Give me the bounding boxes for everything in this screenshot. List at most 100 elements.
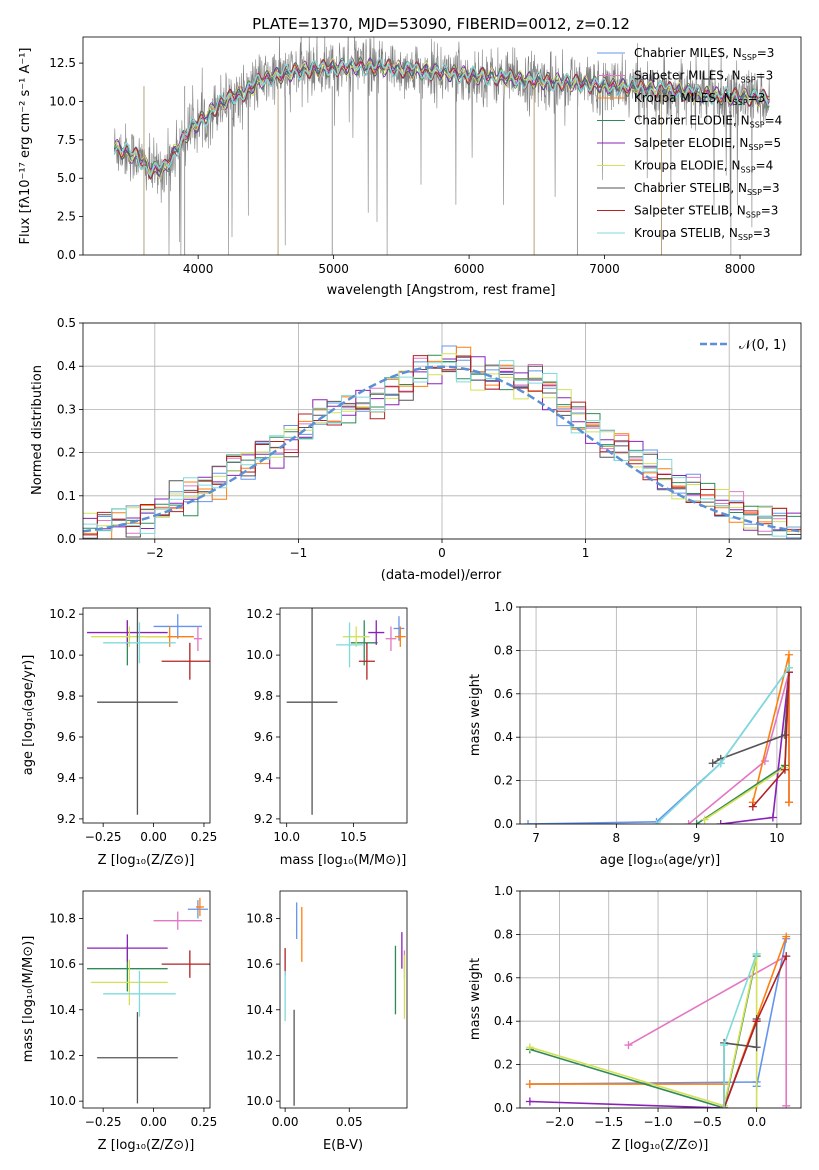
legend-label: Kroupa MILES, NSSP=3 xyxy=(634,91,765,107)
mass-weight-marker xyxy=(716,759,725,768)
x-tick-label: 0.25 xyxy=(191,1115,218,1129)
mass-weight-line-chabrier-miles xyxy=(527,665,790,824)
mass-weight-marker xyxy=(752,949,761,958)
axes-frame xyxy=(519,890,802,1109)
errorbar-salpeter-stelib xyxy=(358,642,375,680)
y-tick-label: 10.0 xyxy=(49,1094,76,1108)
mass-weight-marker xyxy=(720,1104,729,1108)
mass-weight-marker xyxy=(720,1041,729,1050)
axes-frame xyxy=(279,607,408,824)
errorbar-salpeter-stelib xyxy=(161,950,210,978)
legend-label: Salpeter ELODIE, NSSP=5 xyxy=(634,136,781,152)
y-tick-label: 0.0 xyxy=(57,532,76,546)
legend-label: Kroupa STELIB, NSSP=3 xyxy=(634,226,771,242)
y-tick-label: 10.0 xyxy=(49,94,76,108)
model-spectrum-kroupa-stelib xyxy=(113,57,770,176)
legend-value: =3 xyxy=(761,204,779,218)
legend-value: =3 xyxy=(762,181,780,195)
mass-weight-marker xyxy=(780,765,789,774)
mass-weight-marker xyxy=(525,1043,534,1052)
mass-weight-line-chabrier-elodie xyxy=(529,955,758,1108)
mass-weight-line-kroupa-elodie xyxy=(704,667,790,821)
legend-label: Chabrier MILES, NSSP=3 xyxy=(634,46,774,62)
errorbar-kroupa-elodie xyxy=(91,626,168,647)
mass-weight-marker xyxy=(525,1080,534,1089)
y-tick-label: 0.1 xyxy=(57,489,76,503)
spectrum-ylabel: Flux [fλ10⁻¹⁷ erg cm⁻² s⁻¹ A⁻¹] xyxy=(18,48,33,245)
mass-weight-line-kroupa-miles xyxy=(752,654,790,803)
age-vs-Z-xlabel: Z [log₁₀(Z/Z⊙)] xyxy=(98,853,195,868)
y-tick-label: 0.5 xyxy=(57,316,76,330)
age-vs-mass-xlabel: mass [log₁₀(M/M⊙)] xyxy=(280,853,407,868)
legend-subscript: SSP xyxy=(741,76,756,85)
x-tick-label: 10.0 xyxy=(273,830,300,844)
mass-weight-marker xyxy=(780,731,789,740)
y-tick-label: 10.8 xyxy=(246,911,273,925)
legend-subscript: SSP xyxy=(738,233,753,242)
y-tick-label: 7.5 xyxy=(57,133,76,147)
y-tick-label: 0.4 xyxy=(494,730,513,744)
y-tick-label: 0.6 xyxy=(494,687,513,701)
plot-area xyxy=(83,345,801,539)
mw-Z-ylabel: mass weight xyxy=(468,958,483,1040)
errorbar-salpeter-elodie xyxy=(87,620,168,645)
errorbar-kroupa-stelib xyxy=(336,622,363,668)
mass-weight-marker xyxy=(752,1017,761,1026)
x-tick-label: −0.25 xyxy=(85,830,122,844)
x-tick-label: 6000 xyxy=(454,262,485,276)
legend-value: =3 xyxy=(756,69,774,83)
mass-weight-marker xyxy=(748,802,757,811)
mass-weight-marker xyxy=(782,1101,791,1108)
axes-frame xyxy=(519,606,802,825)
mass-weight-marker xyxy=(768,813,777,822)
errorbar-chabrier-miles xyxy=(187,900,208,919)
mass-weight-marker xyxy=(784,650,793,659)
errorbar-salpeter-elodie xyxy=(368,620,385,645)
x-tick-label: −0.5 xyxy=(693,1115,722,1129)
errorbar-chabrier-stelib xyxy=(97,608,178,815)
x-tick-label: 0.00 xyxy=(140,830,167,844)
x-tick-label: 0.25 xyxy=(191,830,218,844)
legend-label: Salpeter STELIB, NSSP=3 xyxy=(634,204,778,220)
y-tick-label: 0.6 xyxy=(494,971,513,985)
mass-weight-marker xyxy=(752,1104,761,1108)
plot-area xyxy=(284,902,406,1106)
x-tick-label: 1 xyxy=(582,546,590,560)
spectrum-panel: PLATE=1370, MJD=53090, FIBERID=0012, z=0… xyxy=(18,15,802,298)
y-tick-label: 10.2 xyxy=(49,1048,76,1062)
y-tick-label: 10.4 xyxy=(49,1003,76,1017)
axes-frame xyxy=(82,322,802,540)
legend-value: =3 xyxy=(753,226,771,240)
model-spectrum-chabrier-stelib xyxy=(113,56,770,180)
mass-vs-Z-ylabel: mass [log₁₀(M/M⊙)] xyxy=(21,936,36,1063)
errorbar-salpeter-stelib xyxy=(161,642,210,680)
y-tick-label: 9.2 xyxy=(57,812,76,826)
x-tick-label: −1 xyxy=(290,546,308,560)
age-vs-mass-panel: mass [log₁₀(M/M⊙)] 10.0 10.5 9.2 9.4 9.6 9.8 1… xyxy=(246,607,408,868)
figure-title: PLATE=1370, MJD=53090, FIBERID=0012, z=0… xyxy=(252,15,630,33)
mw-age-ylabel: mass weight xyxy=(468,674,483,756)
errorbar-kroupa-elodie xyxy=(342,626,370,647)
errorbar-salpeter-elodie xyxy=(87,934,168,962)
mass-weight-marker xyxy=(700,815,709,824)
histogram-kroupa-elodie xyxy=(83,353,801,535)
age-vs-metallicity-panel: Z [log₁₀(Z/Z⊙)] age [log₁₀(age/yr)] −0.2… xyxy=(21,607,218,868)
y-tick-label: 9.8 xyxy=(57,689,76,703)
errorbar-salpeter-miles xyxy=(385,626,397,651)
x-tick-label: 8 xyxy=(613,831,621,845)
plot-area xyxy=(87,897,210,1104)
errorbar-kroupa-elodie xyxy=(91,959,168,1006)
errorbar-kroupa-miles xyxy=(394,626,406,647)
legend-subscript: SSP xyxy=(742,53,757,62)
histogram-salpeter-stelib xyxy=(83,355,801,536)
x-tick-label: −2.0 xyxy=(545,1115,574,1129)
legend-value: =4 xyxy=(765,114,783,128)
legend-subscript: SSP xyxy=(746,211,761,220)
y-tick-label: 1.0 xyxy=(494,884,513,898)
residuals-ylabel: Normed distribution xyxy=(30,365,45,495)
x-tick-label: 4000 xyxy=(183,262,214,276)
axes-frame xyxy=(279,890,408,1109)
x-tick-label: −2 xyxy=(146,546,164,560)
y-tick-label: 0.3 xyxy=(57,402,76,416)
errorbar-kroupa-stelib xyxy=(103,622,176,664)
